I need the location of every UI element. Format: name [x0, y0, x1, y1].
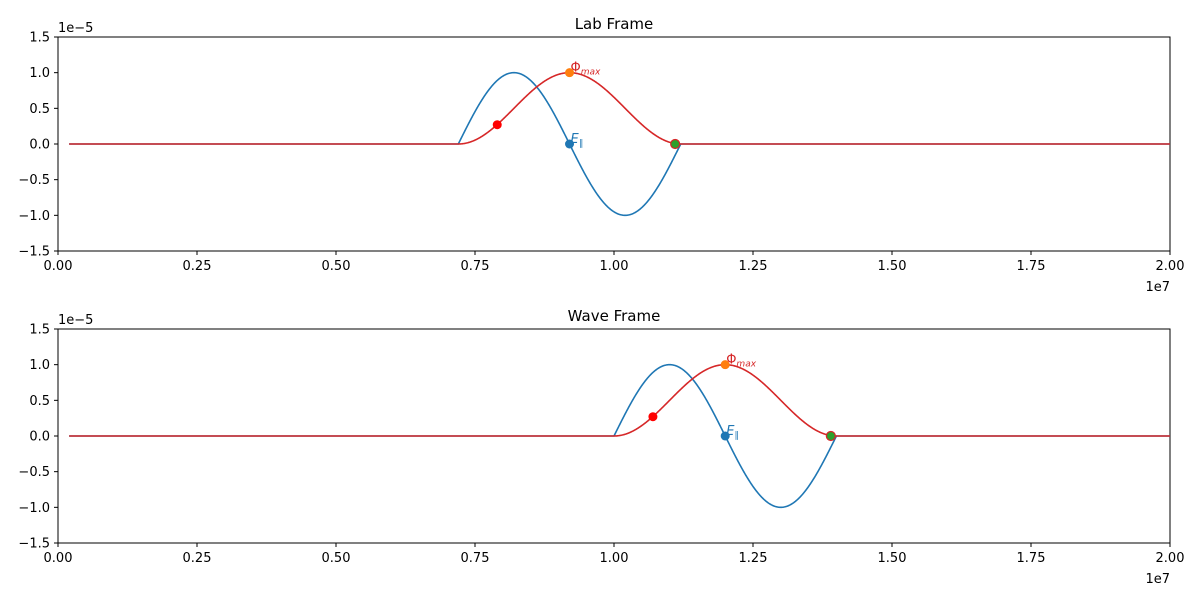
x-tick-label: 0.00 [44, 259, 73, 274]
x-tick-label: 2.00 [1156, 259, 1185, 274]
y-tick-label: 0.5 [29, 102, 50, 117]
x-tick-label: 0.50 [322, 551, 351, 566]
phi-line [69, 71, 1170, 145]
y-tick-label: 0.0 [29, 430, 50, 445]
e-parallel-point [565, 139, 575, 149]
y-tick-label: 0.5 [29, 394, 50, 409]
x-tick-label: 0.75 [461, 551, 490, 566]
y-offset-label: 1e−5 [58, 313, 93, 328]
x-tick-label: 1.50 [878, 551, 907, 566]
e-parallel-label: E∥ [726, 424, 739, 441]
e-parallel-label: E∥ [571, 132, 584, 149]
x-offset-label: 1e7 [1145, 572, 1170, 587]
x-tick-label: 0.75 [461, 259, 490, 274]
wave-frame-panel: Wave Frame 0.00 0.25 0.50 0.75 1.00 1.25 1.50 1.… [18, 307, 1184, 587]
phi-end-point [670, 138, 681, 150]
phi-max-point [565, 68, 575, 78]
phi-max-point [720, 360, 730, 370]
phi-max-label: Φmax [726, 353, 757, 370]
y-tick-label: −0.5 [18, 173, 50, 188]
phi-max-label: Φmax [571, 61, 602, 78]
x-tick-label: 0.25 [183, 259, 212, 274]
phi-end-point [825, 430, 836, 442]
y-tick-label: −1.5 [18, 245, 50, 260]
e-parallel-point [720, 431, 730, 441]
x-tick-label: 1.00 [600, 551, 629, 566]
x-offset-label: 1e7 [1145, 280, 1170, 295]
y-tick-label: 1.0 [29, 358, 50, 373]
x-tick-label: 0.50 [322, 259, 351, 274]
chart-title: Wave Frame [568, 307, 661, 325]
y-tick-label: 1.5 [29, 323, 50, 338]
y-tick-label: 1.0 [29, 66, 50, 81]
y-tick-label: −1.0 [18, 209, 50, 224]
y-tick-label: 0.0 [29, 138, 50, 153]
y-tick-label: −1.0 [18, 501, 50, 516]
y-tick-label: −1.5 [18, 537, 50, 552]
x-tick-label: 1.00 [600, 259, 629, 274]
chart-title: Lab Frame [575, 15, 654, 33]
x-tick-label: 1.75 [1017, 259, 1046, 274]
x-tick-label: 0.25 [183, 551, 212, 566]
y-tick-label: 1.5 [29, 31, 50, 46]
y-offset-label: 1e−5 [58, 21, 93, 36]
x-tick-label: 1.25 [739, 551, 768, 566]
x-tick-label: 1.50 [878, 259, 907, 274]
phi-start-point [492, 120, 502, 130]
x-tick-label: 0.00 [44, 551, 73, 566]
lab-frame-panel: Lab Frame 0.00 0.25 0.50 0.75 1.00 1.25 1.50 1.7… [18, 15, 1184, 295]
y-tick-label: −0.5 [18, 465, 50, 480]
x-tick-label: 2.00 [1156, 551, 1185, 566]
phi-start-point [648, 412, 658, 422]
phi-line [69, 363, 1170, 437]
x-tick-label: 1.25 [739, 259, 768, 274]
x-tick-label: 1.75 [1017, 551, 1046, 566]
